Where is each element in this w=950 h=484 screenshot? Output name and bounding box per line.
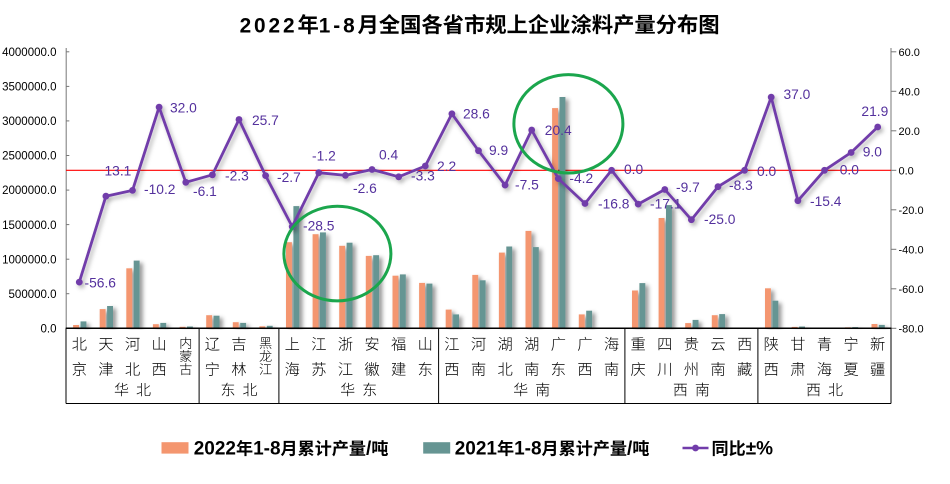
svg-text:2022: 2022 <box>194 439 236 460</box>
svg-text:-25.0: -25.0 <box>704 212 736 227</box>
svg-text:-15.4: -15.4 <box>810 194 842 209</box>
svg-text:-40.0: -40.0 <box>899 244 924 256</box>
svg-text:9.9: 9.9 <box>489 143 509 158</box>
svg-text:3000000.0: 3000000.0 <box>2 116 56 128</box>
svg-text:21.9: 21.9 <box>861 104 888 119</box>
svg-text:0.4: 0.4 <box>379 148 399 163</box>
svg-text:9.0: 9.0 <box>863 145 883 160</box>
svg-text:32.0: 32.0 <box>170 101 197 116</box>
svg-text:-56.6: -56.6 <box>85 276 117 291</box>
svg-text:13.1: 13.1 <box>105 164 132 179</box>
svg-text:-4.2: -4.2 <box>569 171 593 186</box>
svg-text:60.0: 60.0 <box>899 47 920 59</box>
svg-text:-10.2: -10.2 <box>144 182 175 197</box>
svg-text:-7.5: -7.5 <box>515 178 539 193</box>
svg-text:-6.1: -6.1 <box>193 184 217 199</box>
svg-text:-3.3: -3.3 <box>411 169 435 184</box>
svg-text:±%: ±% <box>746 439 773 460</box>
svg-text:1500000.0: 1500000.0 <box>2 220 56 232</box>
svg-text:2000000.0: 2000000.0 <box>2 185 56 197</box>
svg-text:25.7: 25.7 <box>252 113 279 128</box>
svg-text:1-8: 1-8 <box>253 439 280 460</box>
svg-text:/: / <box>627 439 633 460</box>
svg-text:2021: 2021 <box>455 439 498 460</box>
svg-text:20.4: 20.4 <box>545 123 572 138</box>
svg-text:3500000.0: 3500000.0 <box>2 82 56 94</box>
svg-text:-8.3: -8.3 <box>729 178 753 193</box>
svg-text:/: / <box>366 439 372 460</box>
svg-text:2022: 2022 <box>240 14 298 37</box>
svg-text:0.0: 0.0 <box>624 162 644 177</box>
svg-text:40.0: 40.0 <box>899 86 920 98</box>
svg-text:37.0: 37.0 <box>784 87 811 102</box>
svg-text:28.6: 28.6 <box>463 107 490 122</box>
svg-text:-60.0: -60.0 <box>899 284 924 296</box>
svg-text:2500000.0: 2500000.0 <box>2 151 56 163</box>
svg-text:-2.7: -2.7 <box>277 170 301 185</box>
svg-text:500000.0: 500000.0 <box>9 289 57 301</box>
svg-text:0.0: 0.0 <box>41 324 57 336</box>
svg-text:2.2: 2.2 <box>437 159 456 174</box>
svg-text:-20.0: -20.0 <box>899 205 924 217</box>
svg-text:0.0: 0.0 <box>757 164 777 179</box>
svg-text:-2.6: -2.6 <box>353 181 377 196</box>
svg-text:0.0: 0.0 <box>899 165 914 177</box>
svg-text:-1.2: -1.2 <box>312 149 336 164</box>
svg-text:-2.3: -2.3 <box>225 169 249 184</box>
svg-text:-9.7: -9.7 <box>676 180 700 195</box>
svg-text:-80.0: -80.0 <box>899 323 924 335</box>
svg-text:20.0: 20.0 <box>899 126 920 138</box>
svg-text:-28.5: -28.5 <box>303 219 335 234</box>
svg-text:-17.1: -17.1 <box>650 197 681 212</box>
svg-text:-16.8: -16.8 <box>598 197 630 212</box>
svg-text:1000000.0: 1000000.0 <box>2 254 56 266</box>
svg-text:0.0: 0.0 <box>840 163 860 178</box>
svg-text:1-8: 1-8 <box>319 14 358 37</box>
svg-text:4000000.0: 4000000.0 <box>2 47 56 59</box>
svg-text:1-8: 1-8 <box>514 439 541 460</box>
